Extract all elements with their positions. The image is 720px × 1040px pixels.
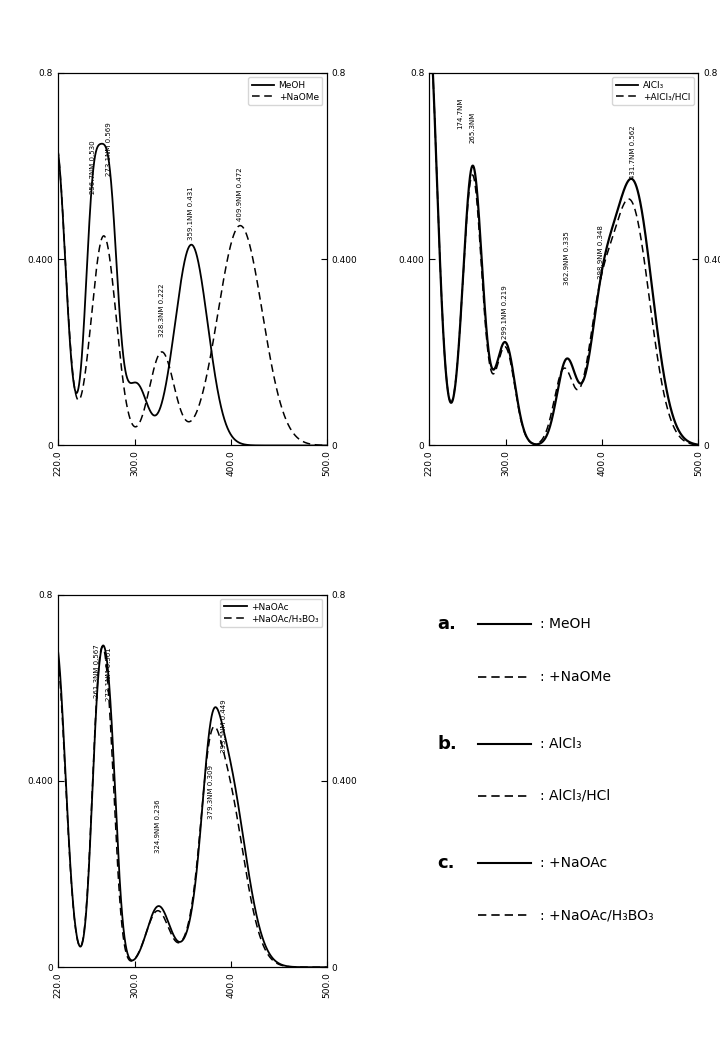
Legend: MeOH, +NaOMe: MeOH, +NaOMe [248,77,323,105]
Text: 393.5NM 0.449: 393.5NM 0.449 [222,700,228,753]
Text: : +NaOAc/H₃BO₃: : +NaOAc/H₃BO₃ [539,908,653,922]
Text: 328.3NM 0.222: 328.3NM 0.222 [158,284,165,337]
Text: 256.7NM 0.530: 256.7NM 0.530 [90,140,96,193]
Text: c.: c. [437,854,455,872]
Text: 265.3NM: 265.3NM [469,111,476,142]
Legend: AlCl₃, +AlCl₃/HCl: AlCl₃, +AlCl₃/HCl [612,77,694,105]
Text: 174.7NM: 174.7NM [457,98,463,129]
Text: : +NaOMe: : +NaOMe [539,670,611,683]
Text: a.: a. [437,616,456,633]
Text: 398.9NM 0.348: 398.9NM 0.348 [598,225,604,279]
Text: 409.9NM 0.472: 409.9NM 0.472 [237,167,243,220]
Text: 324.9NM 0.236: 324.9NM 0.236 [156,799,161,853]
Text: 261.3NM 0.567: 261.3NM 0.567 [94,645,100,699]
Text: 431.7NM 0.562: 431.7NM 0.562 [630,126,636,179]
Text: : AlCl₃: : AlCl₃ [539,736,581,751]
Text: : +NaOAc: : +NaOAc [539,856,607,869]
Text: 299.1NM 0.219: 299.1NM 0.219 [503,285,508,339]
Text: 273.1NM 0.561: 273.1NM 0.561 [106,648,112,701]
Text: : MeOH: : MeOH [539,618,590,631]
Text: 379.3NM 0.309: 379.3NM 0.309 [208,764,214,818]
Text: : AlCl₃/HCl: : AlCl₃/HCl [539,788,610,803]
Text: b.: b. [437,734,457,753]
Text: 359.1NM 0.431: 359.1NM 0.431 [189,186,194,240]
Text: 362.9NM 0.335: 362.9NM 0.335 [564,231,570,285]
Text: 273.1NM 0.569: 273.1NM 0.569 [106,122,112,176]
Legend: +NaOAc, +NaOAc/H₃BO₃: +NaOAc, +NaOAc/H₃BO₃ [220,599,323,627]
